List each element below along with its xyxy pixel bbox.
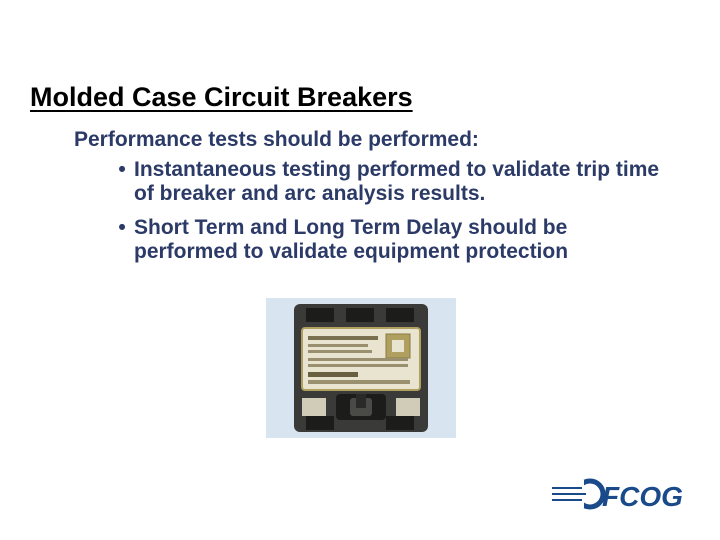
fcog-logo: FCOG <box>552 472 692 522</box>
bullet-text: Short Term and Long Term Delay should be… <box>134 216 676 264</box>
slide: Molded Case Circuit Breakers Performance… <box>0 0 720 540</box>
list-item: • Instantaneous testing performed to val… <box>110 158 676 206</box>
slide-title: Molded Case Circuit Breakers <box>30 82 413 113</box>
list-item: • Short Term and Long Term Delay should … <box>110 216 676 264</box>
circuit-breaker-image <box>266 298 456 438</box>
bullet-icon: • <box>110 158 134 182</box>
bullet-text: Instantaneous testing performed to valid… <box>134 158 676 206</box>
bullet-list: • Instantaneous testing performed to val… <box>110 158 676 275</box>
logo-text: FCOG <box>602 481 683 512</box>
slide-subtitle: Performance tests should be performed: <box>74 128 479 152</box>
bullet-icon: • <box>110 216 134 240</box>
